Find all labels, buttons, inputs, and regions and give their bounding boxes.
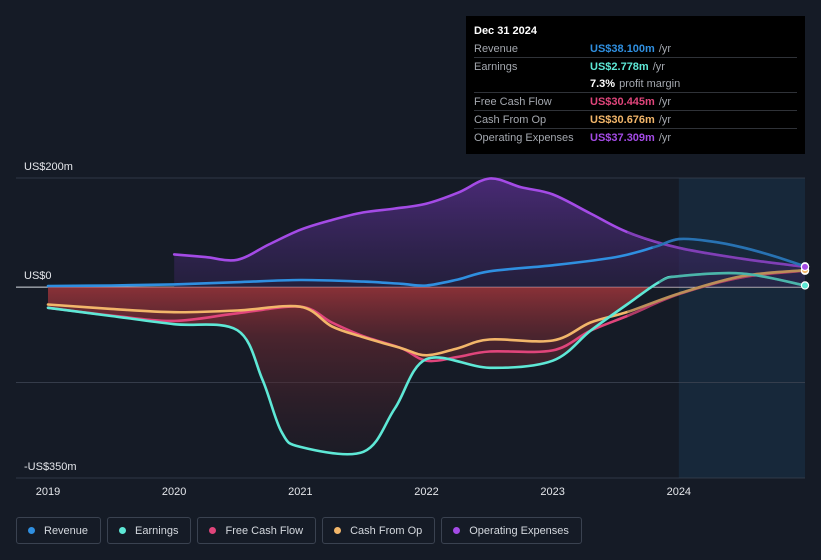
earnings-line [46,271,807,456]
tooltip-unit: /yr [652,60,665,73]
tooltip-row-margin: 7.3% profit margin [474,75,797,92]
legend-label: Cash From Op [350,524,423,537]
tooltip-value-earnings: US$2.778m [590,60,649,73]
legend-dot-icon [28,527,35,534]
chart: US$200m US$0 -US$350m 2019 2020 2021 2022 2023… [16,161,810,498]
legend-revenue[interactable]: Revenue [16,517,102,544]
legend-dot-icon [119,527,127,534]
tooltip-label: Cash From Op [474,113,547,126]
x-tick-label: 2024 [667,486,691,498]
free-cash-flow-line [46,269,807,363]
forecast-region [678,178,805,478]
hover-tooltip: Dec 31 2024 Revenue US$38.100m /yr Earni… [466,16,805,154]
tooltip-row-cfo: Cash From Op US$30.676m /yr [474,110,797,128]
tooltip-unit: /yr [658,95,672,108]
x-tick-label: 2019 [36,486,60,498]
tooltip-unit: /yr [658,131,672,144]
legend-dot-icon [453,527,461,534]
tooltip-label: Free Cash Flow [474,95,552,108]
tooltip-label: Earnings [474,60,518,73]
x-tick-label: 2022 [414,486,438,498]
earnings-end-point [800,281,810,290]
legend-free-cash-flow[interactable]: Free Cash Flow [197,517,317,544]
profit-margin-label: profit margin [619,77,681,90]
legend-operating-expenses[interactable]: Operating Expenses [441,517,582,544]
y-tick-label: US$0 [24,270,52,282]
legend-dot-icon [209,527,217,534]
revenue-line-forecast-shade [652,237,807,268]
tooltip-label: Operating Expenses [474,131,574,144]
legend-dot-icon [334,527,342,534]
tooltip-value-fcf: US$30.445m [590,95,655,108]
y-tick-label: US$200m [24,161,73,173]
earnings-line-forecast-shade [658,271,807,287]
tooltip-value-opex: US$37.309m [590,131,655,144]
revenue-line [46,237,807,288]
legend-earnings[interactable]: Earnings [107,517,192,544]
opex-area [174,178,805,287]
tooltip-row-earnings: Earnings US$2.778m /yr [474,57,797,75]
operating-expenses-line [172,177,807,269]
tooltip-row-revenue: Revenue US$38.100m /yr [474,40,797,57]
legend-label: Operating Expenses [469,524,569,537]
tooltip-unit: /yr [658,42,672,55]
chart-legend: Revenue Earnings Free Cash Flow Cash Fro… [16,517,582,544]
tooltip-value-revenue: US$38.100m [590,42,655,55]
tooltip-row-fcf: Free Cash Flow US$30.445m /yr [474,92,797,110]
x-tick-label: 2023 [540,486,564,498]
legend-label: Earnings [135,524,179,537]
tooltip-unit: /yr [658,113,672,126]
legend-label: Revenue [44,524,89,537]
cash-from-op-line-forecast-shade [627,268,807,313]
cash-from-op-line [46,268,807,357]
tooltip-row-opex: Operating Expenses US$37.309m /yr [474,128,797,146]
tooltip-label: Revenue [474,42,519,55]
legend-label: Free Cash Flow [225,524,304,537]
operating-expenses-end-point [800,262,810,272]
x-tick-label: 2020 [162,486,186,498]
tooltip-value-cfo: US$30.676m [590,113,655,126]
operating-expenses-line-forecast-shade [627,231,807,269]
x-tick-label: 2021 [288,486,312,498]
tooltip-date: Dec 31 2024 [474,25,537,37]
legend-cash-from-op[interactable]: Cash From Op [322,517,436,544]
y-tick-label: -US$350m [24,461,77,473]
profit-margin-value: 7.3% [590,77,616,90]
